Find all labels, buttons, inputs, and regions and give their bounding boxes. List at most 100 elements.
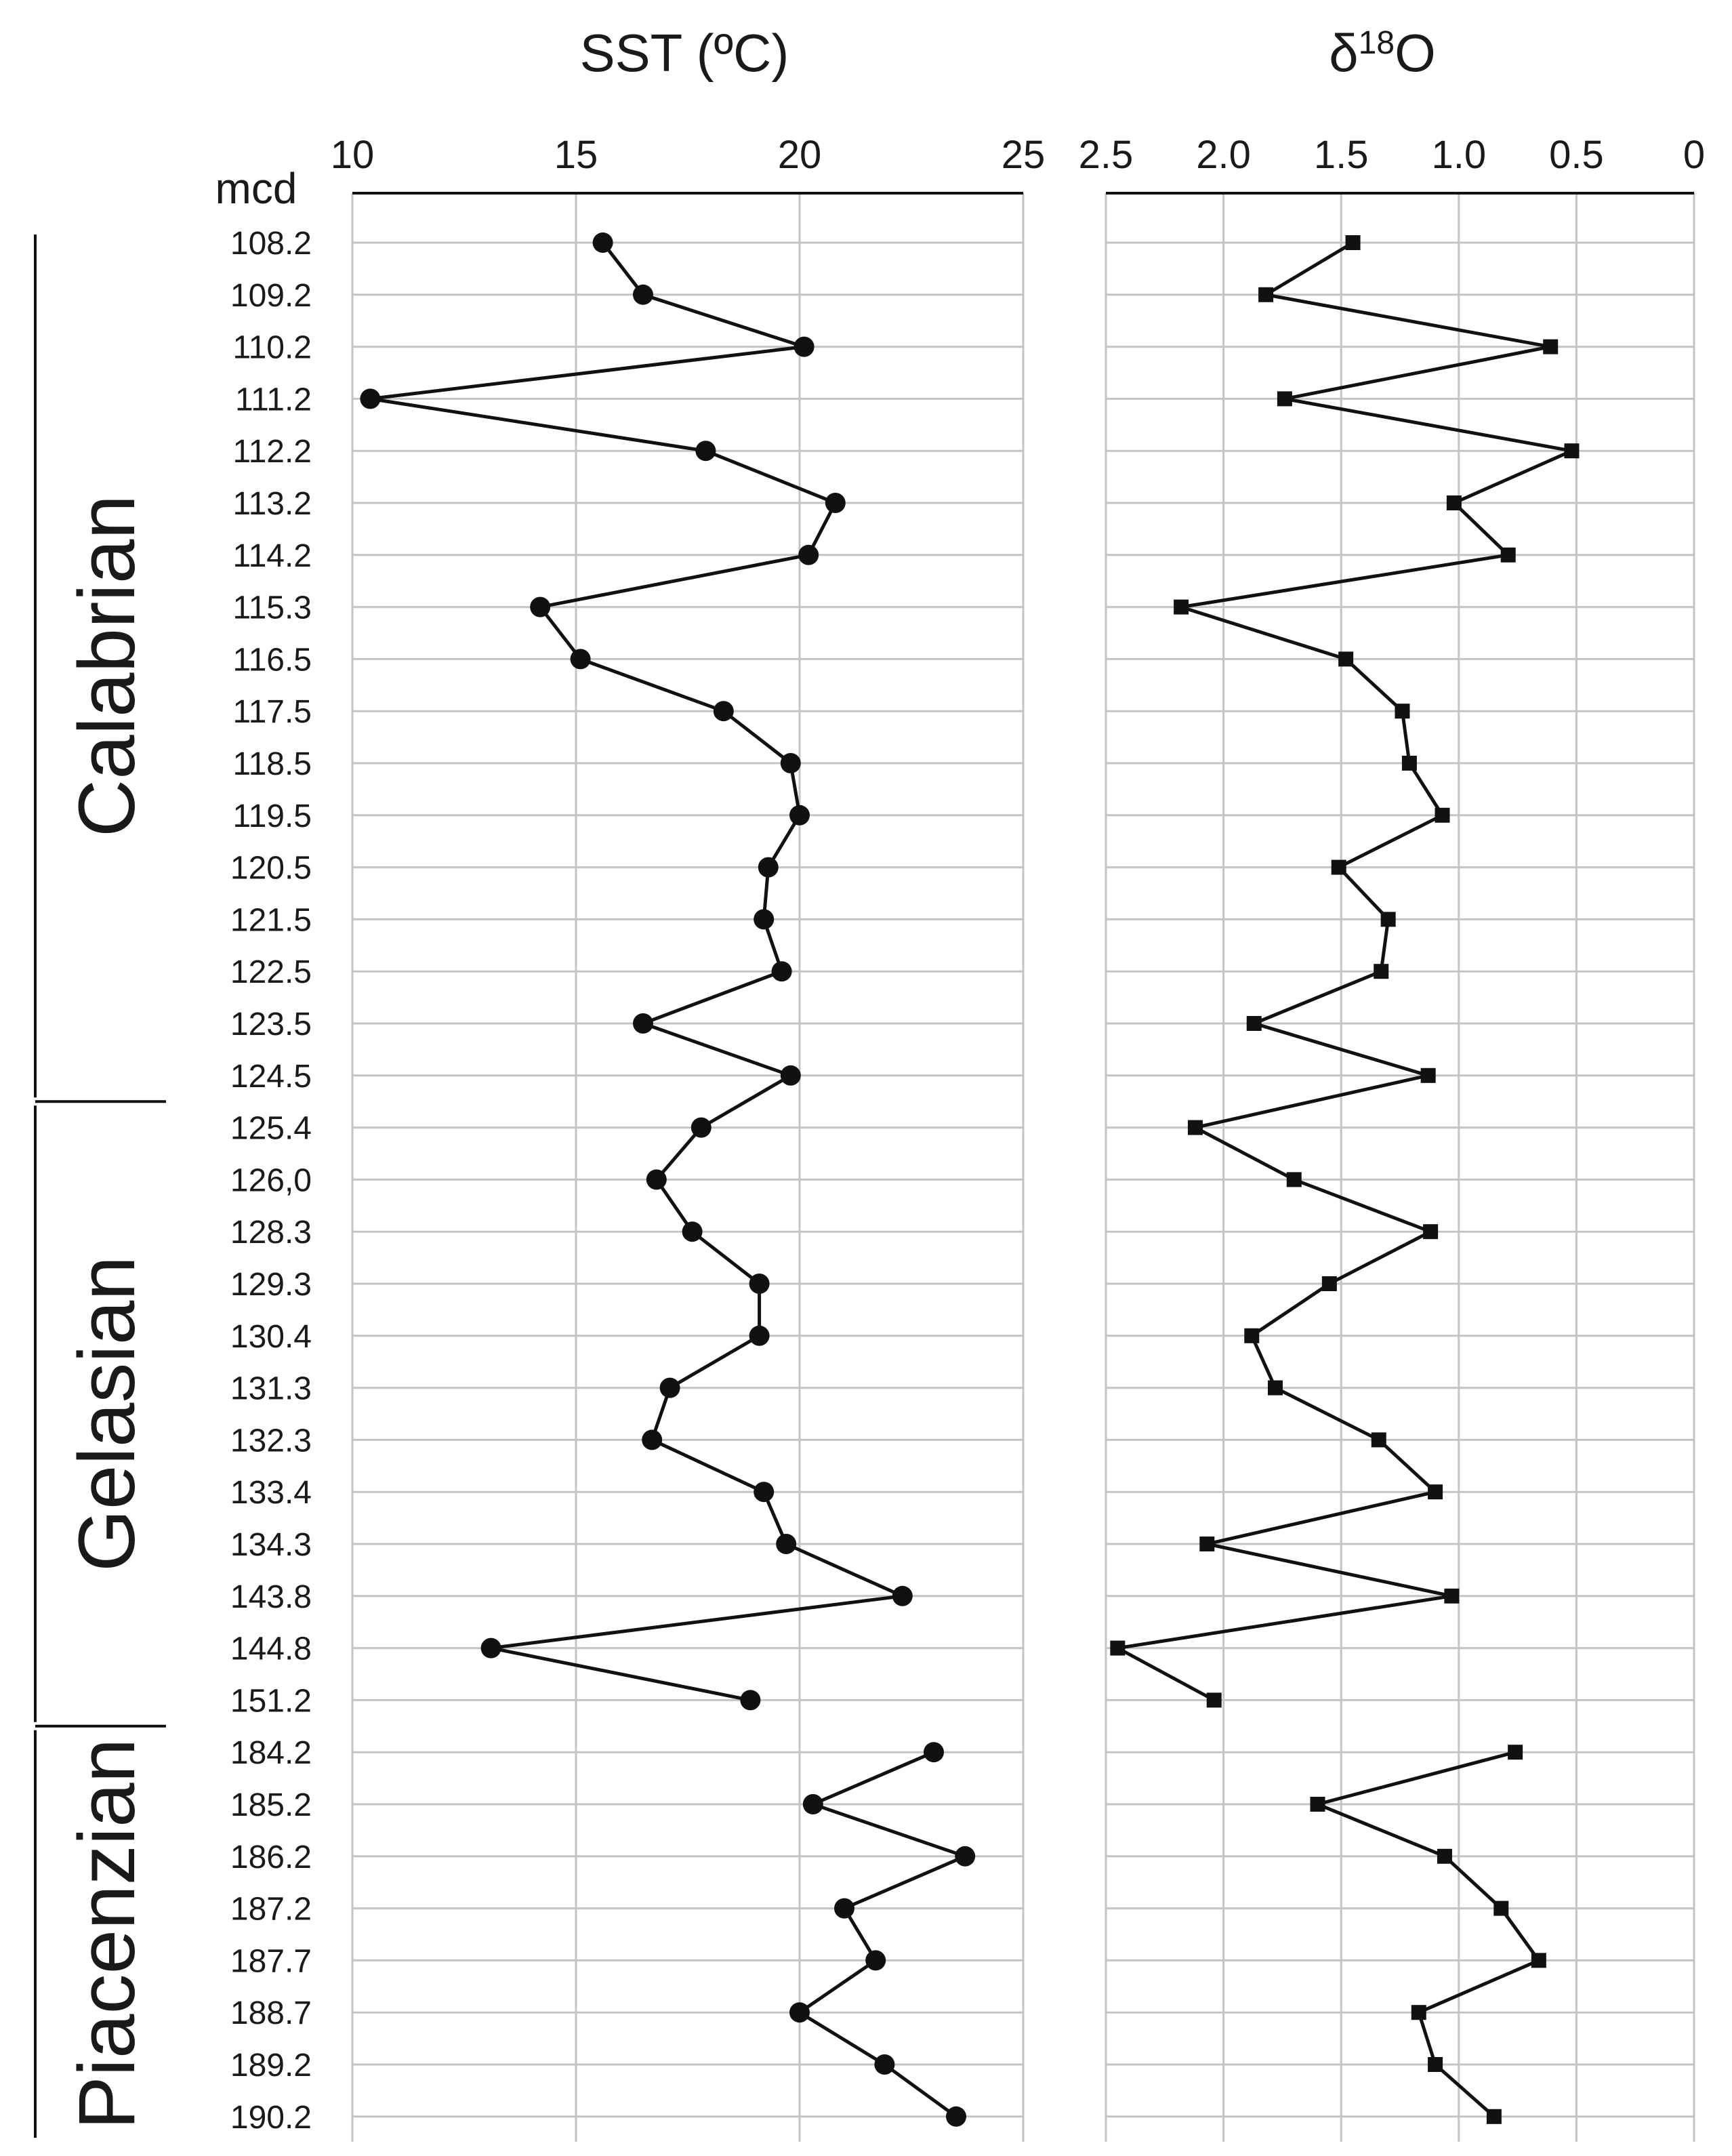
depth-label: 190.2 [230,2100,312,2136]
sst-tick-label: 15 [554,133,598,177]
depth-label: 129.3 [230,1267,312,1303]
sst-data-point [749,1274,770,1294]
d18o-tick-label: 0 [1683,133,1705,177]
d18o-data-point [1277,391,1292,407]
d18o-data-point [1486,2109,1502,2124]
d18o-data-point [1371,1432,1386,1448]
d18o-data-point [1187,1120,1203,1135]
d18o-data-point [1206,1692,1222,1708]
d18o-data-point [1286,1172,1302,1187]
d18o-data-point [1411,2005,1426,2020]
sst-data-point [570,649,591,670]
depth-label: 185.2 [230,1787,312,1823]
depth-label: 184.2 [230,1735,312,1771]
d18o-title-delta: δ [1329,23,1358,83]
sst-data-point [592,232,613,253]
d18o-data-point [1493,1900,1509,1916]
data-series [360,232,1580,2127]
sst-data-point [749,1325,770,1346]
stage-label-piacenzian: Piacenzian [62,1738,152,2130]
d18o-data-point [1395,704,1410,719]
depth-label: 120.5 [230,851,312,887]
sst-data-point [955,1846,976,1867]
sst-data-point [776,1534,797,1554]
depth-label: 128.3 [230,1215,312,1250]
depth-label: 111.2 [235,382,312,418]
sst-data-point [642,1429,663,1450]
d18o-data-point [1380,912,1396,927]
d18o-data-point [1338,651,1354,667]
depth-label: 132.3 [230,1423,312,1459]
d18o-data-point [1444,1588,1460,1604]
sst-tick-label: 20 [778,133,822,177]
sst-data-point [780,1065,801,1086]
depth-labels: 108.2 109.2 110.2 111.2 112.2 113.2 114.2 115.3… [230,226,312,2136]
d18o-data-point [1374,964,1389,979]
depth-label: 188.7 [230,1995,312,2031]
depth-label: 110.2 [232,330,312,366]
d18o-tick-label: 2.0 [1196,133,1251,177]
depth-label: 121.5 [230,902,312,938]
d18o-data-point [1446,495,1462,510]
sst-data-point [946,2106,966,2127]
d18o-data-point [1508,1745,1523,1760]
d18o-data-point [1345,235,1361,250]
sst-data-point [892,1585,913,1606]
d18o-data-point [1321,1276,1337,1291]
tick-labels: 10 15 20 25 2.5 2.0 1.5 1.0 0.5 0 [331,133,1705,177]
sst-data-point [865,1950,886,1971]
sst-data-point [360,388,381,409]
depth-label: 124.5 [230,1059,312,1095]
sst-tick-label: 10 [331,133,375,177]
d18o-tick-label: 0.5 [1549,133,1604,177]
d18o-data-point [1110,1640,1126,1656]
depth-label: 144.8 [230,1631,312,1667]
depth-label: 187.2 [230,1892,312,1928]
sst-data-point [695,441,716,462]
stage-label-gelasian: Gelasian [62,1256,152,1572]
sst-data-point [789,2002,810,2023]
depth-label: 115.3 [232,590,312,626]
sst-data-point [633,1013,653,1034]
d18o-title-tail: O [1395,23,1436,83]
depth-label: 187.7 [230,1943,312,1979]
sst-data-point [530,596,551,617]
sst-data-point [480,1638,501,1659]
depth-label: 112.2 [232,434,312,470]
d18o-data-point [1543,339,1559,354]
d18o-data-point [1428,2057,1443,2072]
sst-data-point [633,284,653,305]
d18o-title-superscript: 18 [1359,25,1395,61]
depth-label: 131.3 [230,1371,312,1407]
sst-data-point [659,1377,680,1398]
sst-data-point [754,909,775,930]
sst-data-point [793,336,815,357]
depth-label: 108.2 [230,226,312,262]
sst-data-point [798,544,819,565]
d18o-data-point [1258,287,1274,302]
depth-label: 109.2 [230,278,312,314]
sst-data-point [758,857,779,878]
d18o-data-point [1500,547,1516,563]
sst-data-point [713,701,734,722]
depth-label: 126,0 [230,1162,312,1198]
d18o-data-point [1531,1953,1546,1968]
d18o-tick-label: 1.0 [1431,133,1486,177]
depth-label: 134.3 [230,1527,312,1563]
sst-data-point [682,1221,703,1242]
depth-label: 189.2 [230,2048,312,2083]
depth-label: 113.2 [232,486,312,522]
stage-labels: Calabrian Gelasian Piacenzian [34,235,166,2138]
sst-data-point [874,2054,895,2075]
depth-label: 151.2 [230,1683,312,1719]
d18o-data-point [1246,1016,1262,1031]
d18o-data-point [1267,1380,1283,1396]
sst-data-point [789,805,810,826]
sst-data-point [780,753,801,773]
sst-data-point [646,1169,667,1190]
sst-data-point [754,1482,775,1503]
d18o-tick-label: 2.5 [1079,133,1134,177]
depth-label: 122.5 [230,954,312,990]
sst-data-point [834,1898,854,1919]
stage-label-calabrian: Calabrian [62,495,152,837]
